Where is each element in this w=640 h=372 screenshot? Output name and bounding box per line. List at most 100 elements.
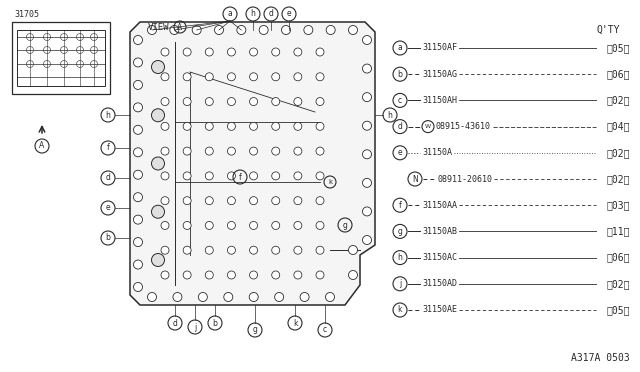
Circle shape bbox=[326, 26, 335, 35]
Circle shape bbox=[294, 73, 302, 81]
Circle shape bbox=[147, 292, 157, 301]
Circle shape bbox=[183, 172, 191, 180]
Circle shape bbox=[134, 260, 143, 269]
Circle shape bbox=[250, 172, 257, 180]
Circle shape bbox=[161, 97, 169, 106]
Circle shape bbox=[134, 238, 143, 247]
Circle shape bbox=[134, 282, 143, 292]
Circle shape bbox=[294, 246, 302, 254]
Circle shape bbox=[227, 197, 236, 205]
Circle shape bbox=[362, 235, 371, 244]
Circle shape bbox=[294, 271, 302, 279]
Circle shape bbox=[362, 178, 371, 187]
Circle shape bbox=[152, 61, 164, 74]
Circle shape bbox=[250, 122, 257, 130]
Text: 〈02〉: 〈02〉 bbox=[606, 148, 630, 158]
Circle shape bbox=[134, 58, 143, 67]
Circle shape bbox=[161, 122, 169, 130]
Circle shape bbox=[152, 205, 164, 218]
Text: h: h bbox=[397, 253, 403, 262]
Circle shape bbox=[362, 207, 371, 216]
Circle shape bbox=[237, 26, 246, 35]
Circle shape bbox=[183, 122, 191, 130]
Text: d: d bbox=[269, 10, 273, 19]
Circle shape bbox=[183, 73, 191, 81]
Circle shape bbox=[294, 197, 302, 205]
Text: 31150AA: 31150AA bbox=[422, 201, 457, 210]
Circle shape bbox=[134, 35, 143, 45]
Circle shape bbox=[205, 197, 213, 205]
Text: g: g bbox=[253, 326, 257, 334]
Circle shape bbox=[205, 48, 213, 56]
Circle shape bbox=[316, 271, 324, 279]
Circle shape bbox=[294, 97, 302, 106]
Text: h: h bbox=[388, 110, 392, 119]
Circle shape bbox=[250, 271, 257, 279]
Text: k: k bbox=[292, 318, 297, 327]
Circle shape bbox=[294, 48, 302, 56]
Text: e: e bbox=[287, 10, 291, 19]
Text: h: h bbox=[106, 110, 111, 119]
Circle shape bbox=[300, 292, 309, 301]
Circle shape bbox=[249, 292, 258, 301]
Text: A: A bbox=[177, 22, 182, 32]
Circle shape bbox=[259, 26, 268, 35]
Circle shape bbox=[272, 97, 280, 106]
Polygon shape bbox=[130, 22, 375, 305]
Circle shape bbox=[173, 292, 182, 301]
Circle shape bbox=[362, 93, 371, 102]
Text: g: g bbox=[397, 227, 403, 236]
Text: N: N bbox=[412, 174, 418, 183]
Circle shape bbox=[161, 147, 169, 155]
Text: c: c bbox=[398, 96, 402, 105]
Circle shape bbox=[205, 147, 213, 155]
Text: 31705: 31705 bbox=[14, 10, 39, 19]
Text: b: b bbox=[212, 318, 218, 327]
Text: j: j bbox=[194, 323, 196, 331]
Circle shape bbox=[134, 80, 143, 89]
Circle shape bbox=[275, 292, 284, 301]
Circle shape bbox=[152, 253, 164, 266]
Circle shape bbox=[134, 125, 143, 134]
Circle shape bbox=[227, 271, 236, 279]
Text: 〈05〉: 〈05〉 bbox=[606, 43, 630, 53]
Circle shape bbox=[152, 157, 164, 170]
Circle shape bbox=[250, 73, 257, 81]
Text: 08911-20610: 08911-20610 bbox=[437, 174, 492, 183]
Text: d: d bbox=[397, 122, 403, 131]
Circle shape bbox=[134, 170, 143, 179]
Text: e: e bbox=[397, 148, 403, 157]
Circle shape bbox=[272, 73, 280, 81]
Circle shape bbox=[134, 193, 143, 202]
Bar bbox=[12, 22, 110, 94]
Text: A: A bbox=[40, 141, 45, 151]
Circle shape bbox=[294, 172, 302, 180]
Circle shape bbox=[227, 221, 236, 230]
Circle shape bbox=[294, 221, 302, 230]
Circle shape bbox=[192, 26, 201, 35]
Circle shape bbox=[183, 271, 191, 279]
Circle shape bbox=[183, 147, 191, 155]
Circle shape bbox=[205, 172, 213, 180]
Circle shape bbox=[183, 221, 191, 230]
Text: W: W bbox=[425, 124, 431, 129]
Circle shape bbox=[147, 26, 157, 35]
Circle shape bbox=[183, 48, 191, 56]
Text: 31150A: 31150A bbox=[422, 148, 452, 157]
Circle shape bbox=[250, 97, 257, 106]
Circle shape bbox=[152, 109, 164, 122]
Text: 〈05〉: 〈05〉 bbox=[606, 305, 630, 315]
Circle shape bbox=[272, 221, 280, 230]
Circle shape bbox=[134, 215, 143, 224]
Circle shape bbox=[272, 122, 280, 130]
Circle shape bbox=[272, 271, 280, 279]
Text: 31150AC: 31150AC bbox=[422, 253, 457, 262]
Circle shape bbox=[183, 197, 191, 205]
Circle shape bbox=[205, 122, 213, 130]
Circle shape bbox=[272, 48, 280, 56]
Circle shape bbox=[316, 246, 324, 254]
Circle shape bbox=[161, 271, 169, 279]
Text: 31150AD: 31150AD bbox=[422, 279, 457, 288]
Circle shape bbox=[205, 73, 213, 81]
Text: 31150AF: 31150AF bbox=[422, 44, 457, 52]
